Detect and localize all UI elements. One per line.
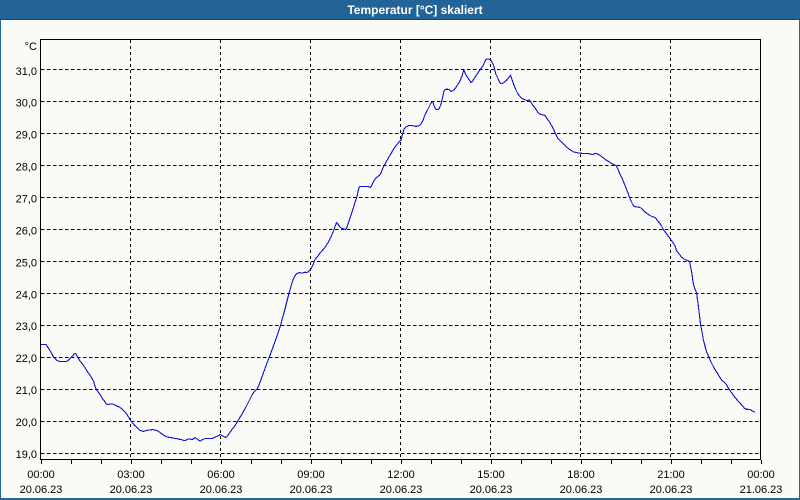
svg-text:21.06.23: 21.06.23 [740,484,783,496]
svg-text:20.06.23: 20.06.23 [470,484,513,496]
svg-text:20.06.23: 20.06.23 [290,484,333,496]
svg-text:22,0: 22,0 [16,353,37,365]
svg-text:20.06.23: 20.06.23 [20,484,63,496]
svg-text:21,0: 21,0 [16,385,37,397]
svg-text:20.06.23: 20.06.23 [560,484,603,496]
svg-text:20.06.23: 20.06.23 [110,484,153,496]
svg-text:30,0: 30,0 [16,98,37,110]
svg-text:06:00: 06:00 [207,469,235,481]
svg-text:24,0: 24,0 [16,289,37,301]
svg-text:18:00: 18:00 [567,469,595,481]
svg-text:25,0: 25,0 [16,257,37,269]
svg-text:00:00: 00:00 [747,469,775,481]
svg-text:20.06.23: 20.06.23 [200,484,243,496]
svg-text:31,0: 31,0 [16,66,37,78]
svg-text:27,0: 27,0 [16,194,37,206]
svg-text:00:00: 00:00 [27,469,55,481]
svg-text:15:00: 15:00 [477,469,505,481]
svg-text:20.06.23: 20.06.23 [380,484,423,496]
svg-text:03:00: 03:00 [117,469,145,481]
svg-text:29,0: 29,0 [16,130,37,142]
svg-text:°C: °C [25,41,37,53]
svg-text:20.06.23: 20.06.23 [650,484,693,496]
svg-text:21:00: 21:00 [657,469,685,481]
svg-text:28,0: 28,0 [16,162,37,174]
svg-text:23,0: 23,0 [16,321,37,333]
svg-text:Temperatur [°C] skaliert: Temperatur [°C] skaliert [347,3,482,17]
svg-text:09:00: 09:00 [297,469,325,481]
svg-text:12:00: 12:00 [387,469,415,481]
svg-text:19,0: 19,0 [16,449,37,461]
svg-text:26,0: 26,0 [16,225,37,237]
svg-text:20,0: 20,0 [16,417,37,429]
